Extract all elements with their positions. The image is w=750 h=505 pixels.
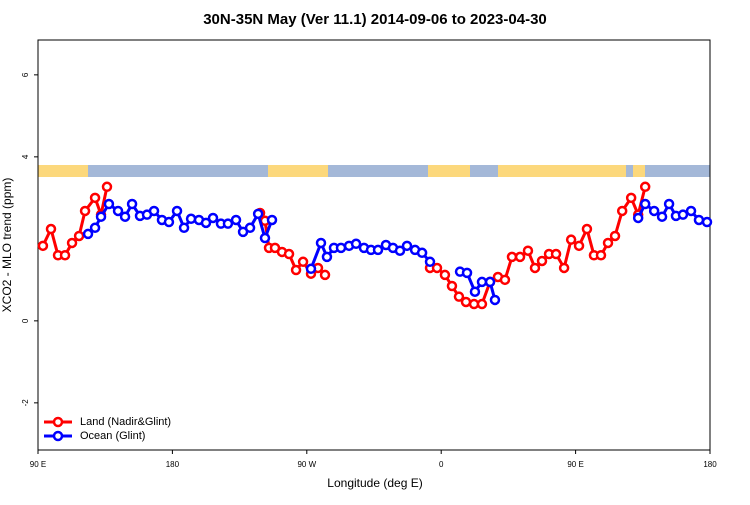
data-point — [685, 205, 697, 217]
data-point — [112, 205, 124, 217]
data-point — [283, 248, 295, 260]
data-point — [439, 269, 451, 281]
data-point — [536, 255, 548, 267]
data-point — [66, 237, 78, 249]
data-point — [565, 234, 577, 245]
chart-title: 30N-35N May (Ver 11.1) 2014-09-06 to 202… — [203, 11, 547, 28]
data-point — [602, 237, 614, 249]
data-point — [319, 269, 331, 281]
data-point — [73, 230, 85, 242]
data-point — [595, 250, 607, 261]
data-point — [677, 209, 689, 220]
x-tick-label: 90 E — [30, 460, 46, 469]
legend-marker — [52, 416, 64, 428]
data-point — [372, 244, 384, 256]
data-point — [101, 181, 113, 193]
x-axis-label: Longitude (deg E) — [327, 476, 422, 490]
data-point — [82, 228, 94, 240]
y-axis-label: XCO2 - MLO trend (ppm) — [0, 178, 14, 313]
data-point — [148, 205, 160, 217]
data-point — [489, 294, 501, 306]
data-point — [315, 237, 327, 249]
data-point — [335, 242, 347, 254]
data-point — [290, 264, 302, 276]
data-point — [95, 211, 107, 222]
data-point — [297, 256, 309, 268]
data-point — [200, 217, 212, 229]
data-point — [222, 218, 234, 229]
data-point — [45, 223, 57, 235]
data-point — [185, 213, 197, 225]
x-tick-label: 180 — [166, 460, 180, 469]
data-point — [648, 205, 660, 217]
data-point — [259, 232, 271, 244]
data-point — [453, 291, 465, 302]
data-point — [701, 216, 713, 228]
data-point — [476, 276, 488, 288]
data-point — [103, 198, 115, 210]
data-point — [573, 240, 585, 252]
data-point — [37, 240, 49, 252]
data-point — [394, 245, 406, 256]
y-tick-label: 0 — [21, 318, 30, 323]
data-point — [431, 262, 443, 274]
data-point — [529, 262, 541, 274]
data-point — [609, 230, 621, 242]
data-point — [461, 267, 473, 279]
data-point — [126, 198, 138, 210]
legend-label: Land (Nadir&Glint) — [80, 416, 171, 428]
data-point — [59, 250, 71, 261]
data-point — [522, 245, 534, 256]
data-point — [476, 298, 488, 310]
data-point — [424, 256, 436, 268]
x-tick-label: 0 — [439, 460, 444, 469]
y-tick-label: 4 — [21, 154, 30, 159]
data-point — [639, 181, 651, 193]
data-point — [178, 222, 190, 234]
data-point — [625, 192, 637, 204]
data-point — [663, 198, 675, 210]
data-point — [460, 296, 472, 308]
x-tick-label: 90 W — [297, 460, 316, 469]
data-point — [207, 212, 219, 224]
data-point — [616, 205, 628, 217]
data-point — [484, 276, 496, 288]
data-point — [639, 198, 651, 210]
data-point — [252, 208, 264, 220]
data-point — [244, 222, 256, 234]
data-point — [514, 251, 526, 263]
data-point — [163, 216, 175, 228]
data-point — [230, 214, 242, 226]
data-point — [416, 247, 428, 259]
legend-label: Ocean (Glint) — [80, 430, 145, 442]
data-point — [499, 274, 511, 286]
data-point — [79, 205, 91, 217]
data-point — [550, 248, 562, 260]
data-point — [558, 262, 570, 274]
data-point — [171, 205, 183, 217]
y-tick-label: 6 — [21, 72, 30, 77]
data-point — [446, 280, 458, 292]
y-tick-label: -2 — [21, 399, 30, 407]
data-point — [89, 192, 101, 204]
data-point — [632, 212, 644, 224]
x-tick-label: 90 E — [567, 460, 583, 469]
data-point — [305, 263, 317, 275]
data-point — [119, 211, 131, 222]
data-point — [321, 251, 333, 263]
data-point — [350, 238, 362, 250]
data-point — [581, 223, 593, 235]
data-point — [469, 286, 481, 297]
land-ocean-strip — [38, 165, 710, 177]
data-point — [506, 251, 518, 263]
data-point — [401, 240, 413, 252]
data-point — [656, 211, 668, 222]
data-point — [693, 214, 705, 226]
x-tick-label: 180 — [703, 460, 717, 469]
data-point — [89, 222, 101, 234]
legend-marker — [52, 430, 64, 442]
data-point — [266, 214, 278, 226]
